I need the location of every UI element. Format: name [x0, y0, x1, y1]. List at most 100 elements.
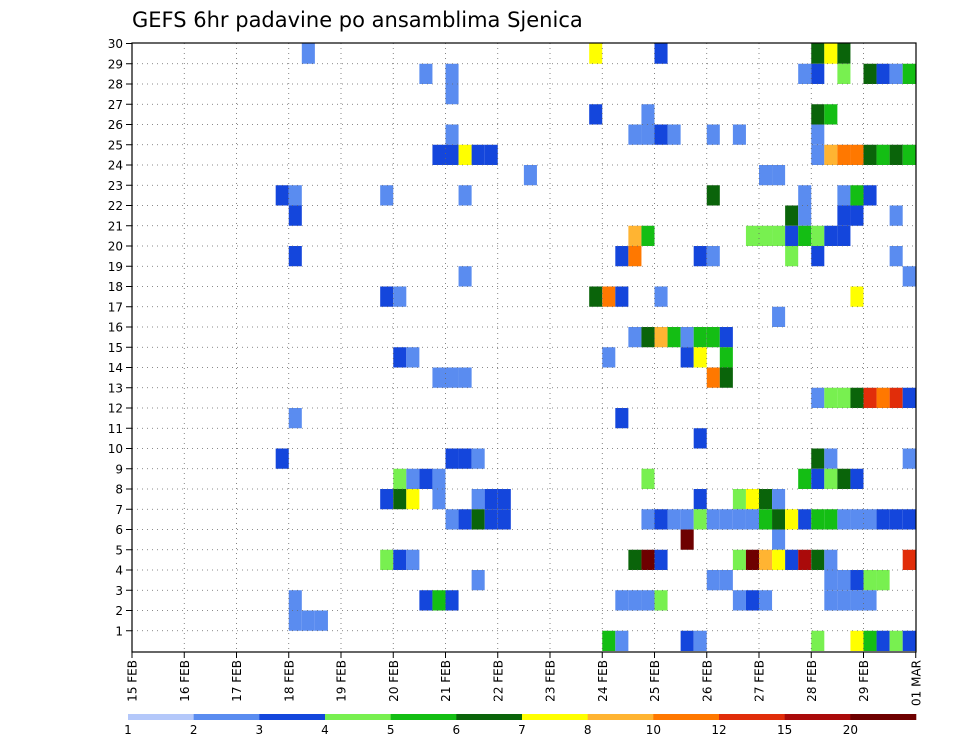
precip-cell [772, 509, 786, 530]
precip-cell [863, 185, 877, 206]
precip-cell [432, 144, 446, 165]
precip-cell [824, 590, 838, 611]
legend-swatch [850, 714, 917, 720]
precip-cell [759, 225, 773, 246]
precip-cell [889, 144, 903, 165]
precip-cell [458, 266, 472, 287]
precip-cell [732, 509, 746, 530]
precip-cell [641, 590, 655, 611]
precip-cell [824, 225, 838, 246]
precip-cell [837, 43, 851, 64]
precip-cell [380, 549, 394, 570]
precip-cell [288, 205, 302, 226]
precip-cell [811, 509, 825, 530]
precip-cell [693, 347, 707, 368]
precip-cell [824, 549, 838, 570]
precip-cell [314, 610, 328, 631]
precip-cell [641, 549, 655, 570]
precip-cell [850, 185, 864, 206]
precip-cell [445, 367, 459, 388]
precip-cell [628, 549, 642, 570]
y-tick-label: 21 [108, 219, 123, 233]
precip-cell [811, 144, 825, 165]
precip-cell [837, 387, 851, 408]
precip-cell [615, 408, 629, 429]
precip-cell [785, 549, 799, 570]
precip-cell [654, 286, 668, 307]
precip-cell [889, 205, 903, 226]
precip-cell [798, 63, 812, 84]
legend-label: 2 [190, 723, 198, 737]
precip-cell [902, 549, 916, 570]
precip-cell [458, 185, 472, 206]
precip-cell [824, 468, 838, 489]
precip-cell [798, 468, 812, 489]
legend-swatch [587, 714, 654, 720]
legend-label: 5 [387, 723, 395, 737]
precip-cell [772, 165, 786, 186]
legend-swatch [784, 714, 851, 720]
precip-cell [876, 509, 890, 530]
precip-cell [471, 144, 485, 165]
precip-cell [693, 428, 707, 449]
precip-cell [615, 246, 629, 267]
precip-cell [288, 408, 302, 429]
precip-cell [393, 347, 407, 368]
precip-cell [471, 448, 485, 469]
precip-cell [719, 509, 733, 530]
precip-cell [837, 509, 851, 530]
precip-cell [719, 367, 733, 388]
x-tick-label: 28 FEB [805, 660, 819, 702]
precip-cell [484, 489, 498, 510]
precip-cell [641, 468, 655, 489]
precip-cell [706, 570, 720, 591]
precip-cell [667, 327, 681, 348]
precip-cell [811, 448, 825, 469]
precip-cell [824, 104, 838, 125]
precip-cell [837, 144, 851, 165]
precip-cell [432, 468, 446, 489]
precip-cell [772, 489, 786, 510]
y-tick-label: 9 [115, 462, 123, 476]
precip-cell [785, 225, 799, 246]
y-tick-label: 23 [108, 179, 123, 193]
precip-cell [680, 509, 694, 530]
precip-cell [902, 144, 916, 165]
legend-label: 10 [646, 723, 661, 737]
precip-cell [458, 448, 472, 469]
precip-cell [706, 367, 720, 388]
legend-swatch [456, 714, 523, 720]
precip-cell [589, 104, 603, 125]
precip-cell [863, 63, 877, 84]
precip-cell [876, 144, 890, 165]
y-tick-label: 3 [115, 584, 123, 598]
precip-cell [863, 509, 877, 530]
precip-cell [850, 590, 864, 611]
precip-cell [889, 509, 903, 530]
precip-cell [602, 347, 616, 368]
precip-cell [406, 347, 420, 368]
y-tick-label: 30 [108, 37, 123, 51]
precip-cell [732, 489, 746, 510]
precip-cell [393, 286, 407, 307]
x-tick-label: 29 FEB [857, 660, 871, 702]
y-tick-label: 5 [115, 543, 123, 557]
precip-cell [615, 590, 629, 611]
precip-cell [863, 387, 877, 408]
precip-cell [759, 165, 773, 186]
precip-cell [824, 43, 838, 64]
precip-cell [393, 549, 407, 570]
precip-cell [406, 468, 420, 489]
precip-cell [706, 124, 720, 145]
precip-cell [732, 549, 746, 570]
precip-cell [693, 489, 707, 510]
precip-cell [759, 549, 773, 570]
x-tick-label: 16 FEB [178, 660, 192, 702]
legend-swatch [259, 714, 326, 720]
precip-cell [693, 509, 707, 530]
precip-cell [301, 610, 315, 631]
precip-cell [745, 549, 759, 570]
precip-cell [798, 509, 812, 530]
precip-cell [380, 185, 394, 206]
